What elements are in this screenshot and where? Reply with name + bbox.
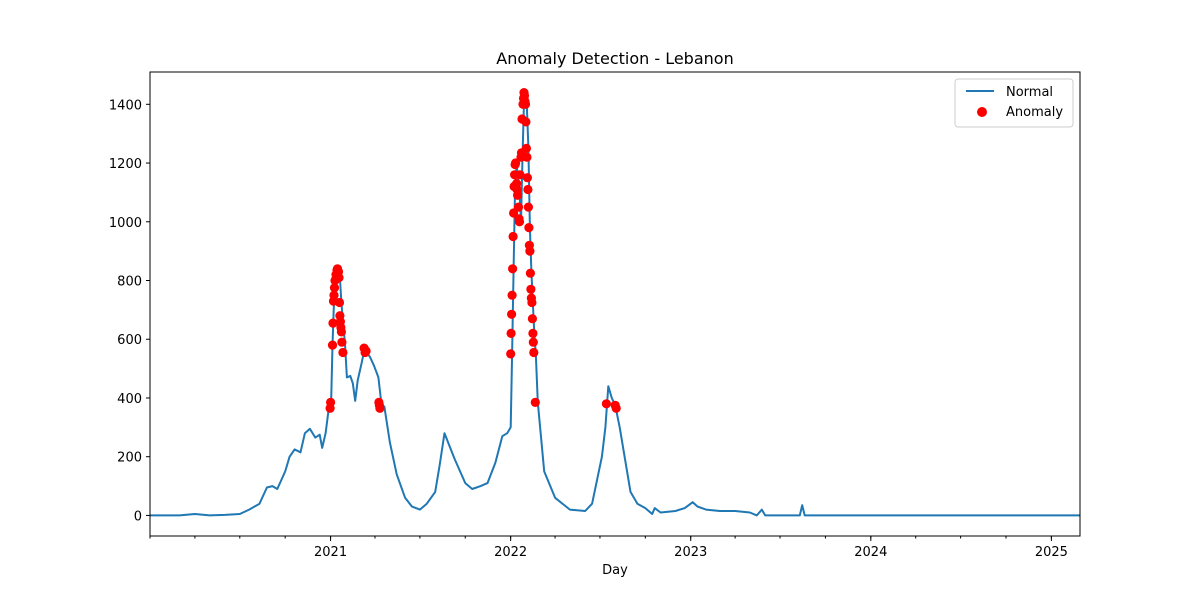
anomaly-point: [529, 347, 539, 358]
anomaly-point: [506, 349, 516, 359]
anomaly-points: [325, 88, 621, 413]
anomaly-point: [528, 328, 538, 338]
anomaly-point: [328, 318, 338, 328]
anomaly-point: [507, 290, 517, 300]
anomaly-point: [508, 231, 518, 242]
x-tick-label: 2022: [494, 545, 527, 560]
anomaly-point: [526, 284, 536, 294]
y-tick-label: 400: [117, 392, 142, 407]
anomaly-point: [522, 173, 533, 183]
y-tick-label: 1200: [109, 157, 142, 172]
anomaly-point: [507, 309, 517, 319]
anomaly-point: [521, 117, 531, 127]
x-axis: 2021 2022 2023 2024 2025: [149, 536, 1068, 560]
legend: Normal Anomaly: [954, 78, 1074, 128]
anomaly-point: [506, 328, 516, 338]
anomaly-point: [336, 327, 346, 337]
legend-anomaly-label: Anomaly: [1006, 105, 1063, 120]
anomaly-point: [326, 397, 336, 407]
anomaly-point: [329, 290, 339, 300]
anomaly-point: [337, 337, 347, 347]
normal-series-line: [150, 93, 1080, 517]
chart-title: Anomaly Detection - Lebanon: [496, 49, 733, 68]
anomaly-point: [510, 158, 521, 168]
y-tick-label: 1000: [109, 216, 142, 231]
anomaly-point: [523, 184, 533, 195]
anomaly-point: [338, 347, 348, 358]
anomaly-point: [601, 399, 612, 409]
anomaly-point: [527, 314, 538, 324]
anomaly-point: [528, 337, 538, 347]
anomaly-point: [524, 223, 534, 233]
anomaly-point: [515, 170, 525, 180]
x-tick-label: 2024: [854, 545, 887, 560]
legend-normal-label: Normal: [1006, 85, 1053, 100]
axes-frame: [149, 71, 1081, 537]
anomaly-point: [361, 346, 371, 356]
anomaly-point: [523, 202, 534, 212]
anomaly-point: [329, 283, 340, 293]
y-axis: 0 200 400 600 800 1000 1200 1400: [109, 98, 150, 524]
y-tick-label: 600: [117, 333, 142, 348]
anomaly-point: [521, 143, 532, 153]
anomaly-point: [514, 217, 525, 227]
anomaly-point: [327, 340, 338, 350]
anomaly-point: [520, 99, 531, 109]
anomaly-point: [527, 297, 537, 308]
anomaly-point: [525, 246, 535, 256]
anomaly-point: [522, 152, 532, 162]
x-tick-label: 2023: [674, 545, 707, 560]
y-tick-label: 1400: [109, 98, 142, 113]
x-axis-title: Day: [602, 563, 628, 578]
anomaly-point: [375, 403, 385, 413]
anomaly-point: [507, 264, 518, 274]
x-tick-label: 2021: [314, 545, 347, 560]
y-tick-label: 0: [134, 509, 142, 524]
anomaly-point: [334, 297, 345, 308]
legend-anomaly-swatch: [977, 107, 987, 117]
anomaly-point: [530, 397, 540, 407]
plot-area: [150, 88, 1080, 517]
y-tick-label: 200: [117, 451, 142, 466]
anomaly-point: [334, 273, 344, 283]
anomaly-point: [513, 202, 524, 212]
x-tick-label: 2025: [1035, 545, 1068, 560]
anomaly-point: [513, 190, 523, 200]
anomaly-point: [525, 268, 536, 278]
y-tick-label: 800: [117, 275, 142, 290]
anomaly-point: [611, 403, 621, 413]
